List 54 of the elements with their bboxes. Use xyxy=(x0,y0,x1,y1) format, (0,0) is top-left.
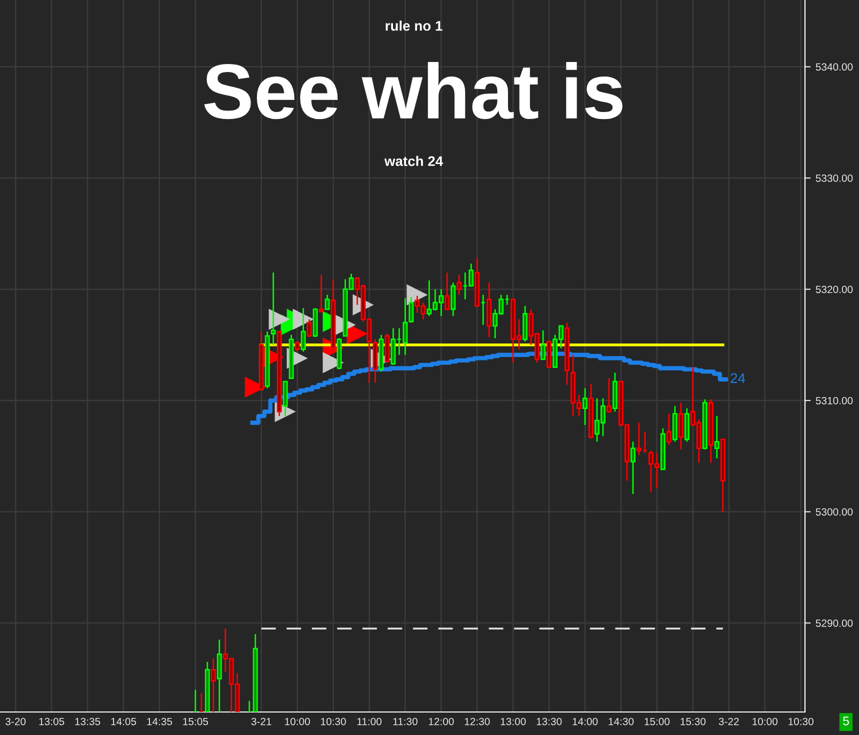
x-tick-label: 10:00 xyxy=(752,718,778,726)
x-tick-label: 10:00 xyxy=(285,718,310,726)
x-tick-label: 15:00 xyxy=(644,718,670,726)
x-tick-label: 13:05 xyxy=(39,718,64,726)
text: See what is xyxy=(204,62,622,120)
x-tick-label: 3-20 xyxy=(6,718,26,726)
candlestick xyxy=(294,340,300,352)
candlestick xyxy=(318,274,324,314)
x-tick-label: 11:00 xyxy=(357,718,382,726)
x-tick-label: 10:30 xyxy=(788,718,814,726)
text: 5 xyxy=(843,716,849,726)
x-tick-label: 3-21 xyxy=(251,718,272,726)
x-tick-label: 13:00 xyxy=(500,718,526,726)
candlestick xyxy=(714,415,720,460)
candlestick xyxy=(582,388,588,426)
x-tick-label: 12:00 xyxy=(428,718,454,726)
x-tick-label: 13:30 xyxy=(536,718,562,726)
candlestick xyxy=(324,294,330,310)
annotation: watch 24 xyxy=(384,156,444,166)
x-tick-label: 15:05 xyxy=(183,718,208,726)
candlestick xyxy=(678,402,684,450)
point xyxy=(322,352,344,374)
x-tick-label: 12:30 xyxy=(464,718,490,726)
y-tick-label: 5290.00 xyxy=(816,620,853,627)
candlestick xyxy=(210,658,216,712)
x-tick-label: 14:00 xyxy=(572,718,598,726)
x-tick-label: 11:30 xyxy=(393,718,418,726)
candlestick xyxy=(606,378,612,414)
y-tick-label: 5340.00 xyxy=(816,63,853,71)
y-tick-label: 5330.00 xyxy=(816,174,853,182)
candlestick xyxy=(450,282,456,317)
candlestick xyxy=(270,272,276,346)
series-label: 24 xyxy=(730,373,746,383)
candlestick xyxy=(456,274,462,296)
y-tick-label: 5310.00 xyxy=(816,397,853,404)
candlestick xyxy=(666,413,672,446)
point xyxy=(292,308,314,330)
x-tick-label: 14:05 xyxy=(111,718,136,726)
y-tick-label: 5300.00 xyxy=(816,508,853,516)
x-tick-label: 3-22 xyxy=(718,718,739,726)
candlestick xyxy=(408,296,414,324)
x-tick-label: 15:30 xyxy=(680,718,706,726)
candlestick xyxy=(444,272,450,310)
x-tick-label: 14:30 xyxy=(608,718,634,726)
candlestick xyxy=(630,440,636,495)
candlestick xyxy=(306,318,312,338)
annotation: rule no 1 xyxy=(386,20,442,31)
x-tick-label: 13:35 xyxy=(75,718,100,726)
x-tick-label: 14:35 xyxy=(147,718,172,726)
y-tick-label: 5320.00 xyxy=(816,286,853,294)
point xyxy=(406,284,428,306)
candlestick xyxy=(300,307,306,352)
candlestick xyxy=(540,330,546,360)
x-tick-label: 10:30 xyxy=(321,718,346,726)
